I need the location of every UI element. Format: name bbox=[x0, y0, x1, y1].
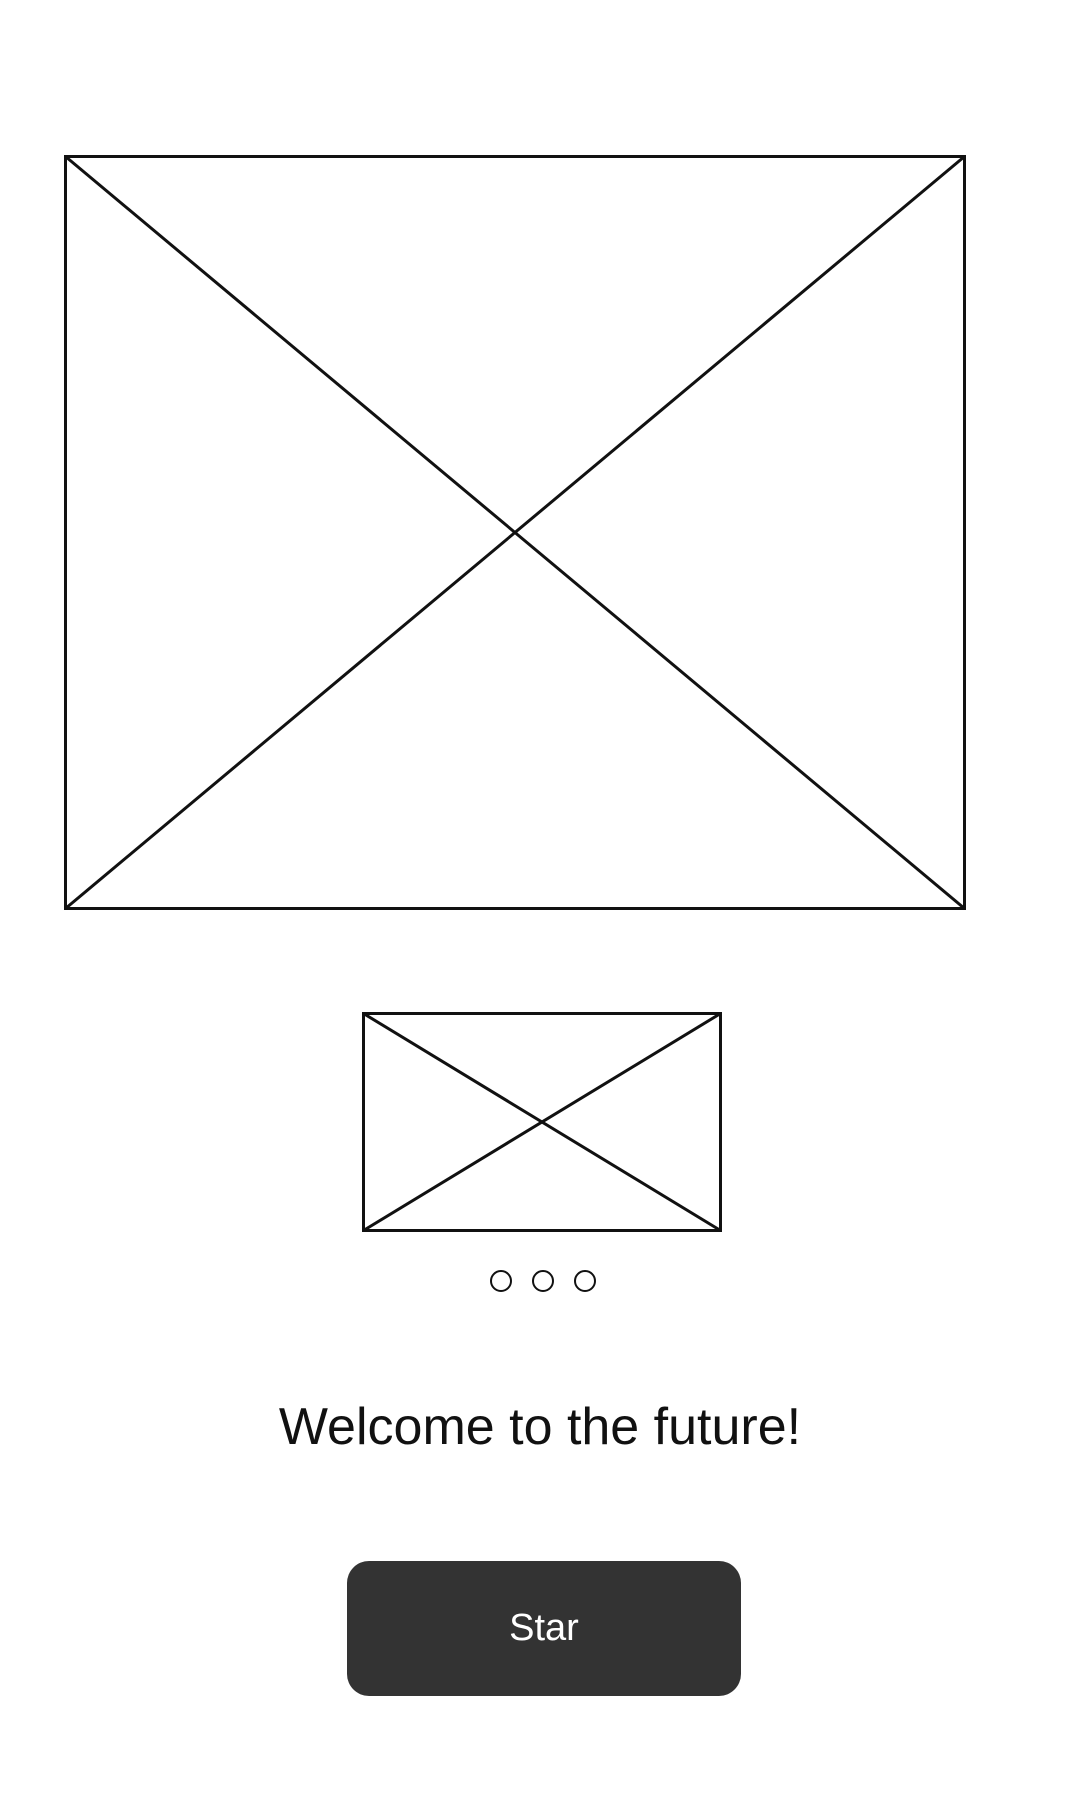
hero-image-placeholder-icon bbox=[64, 155, 966, 910]
carousel-page-indicator bbox=[490, 1267, 596, 1295]
start-button-label: Star bbox=[509, 1607, 579, 1649]
welcome-heading: Welcome to the future! bbox=[278, 1398, 802, 1456]
carousel-image-placeholder-icon bbox=[362, 1012, 722, 1232]
start-button[interactable]: Star bbox=[347, 1561, 741, 1696]
page-dot[interactable] bbox=[574, 1270, 596, 1292]
page-dot[interactable] bbox=[532, 1270, 554, 1292]
page-dot[interactable] bbox=[490, 1270, 512, 1292]
